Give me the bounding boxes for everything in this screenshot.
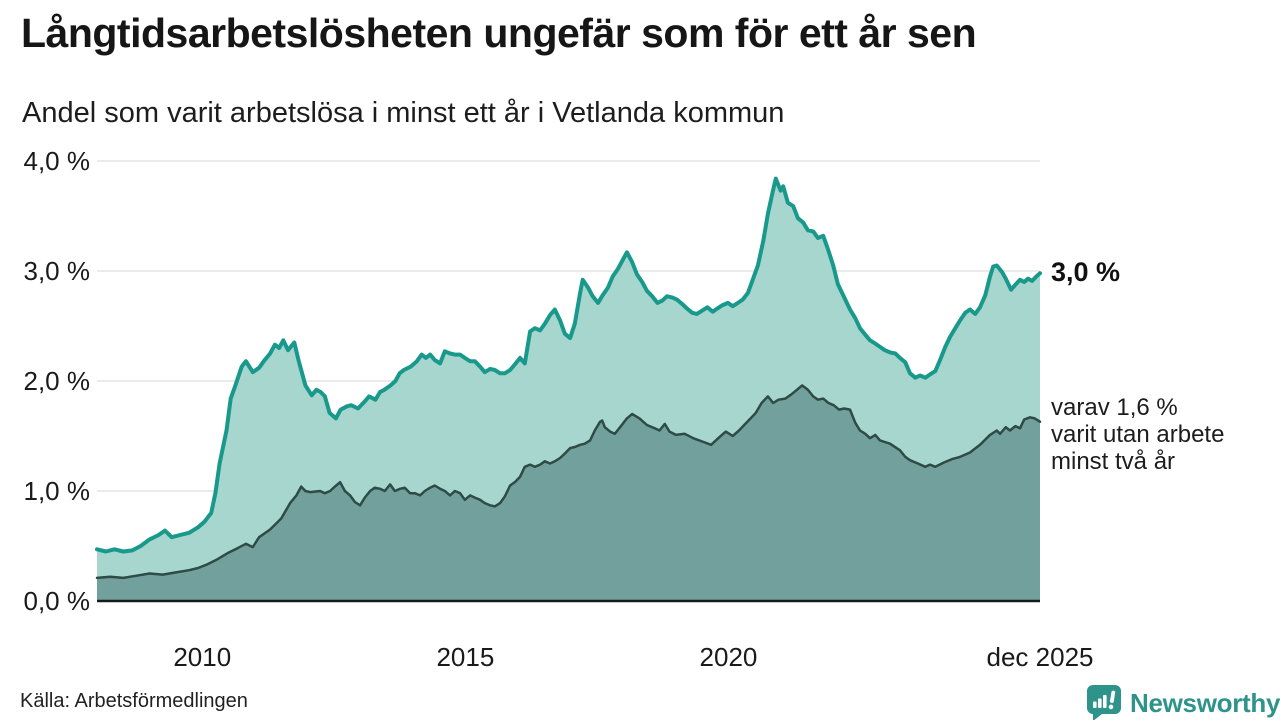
x-axis-label: 2010: [173, 642, 231, 672]
y-axis-label: 0,0 %: [24, 586, 91, 616]
x-axis-label: 2015: [436, 642, 494, 672]
annotation-line-1: varav 1,6 %: [1051, 394, 1178, 421]
annotation-line-2: varit utan arbete: [1051, 421, 1225, 448]
x-axis-label: 2020: [700, 642, 758, 672]
series-line-minst-tva-ar: [95, 384, 1042, 580]
newsworthy-logo: Newsworthy: [1086, 684, 1280, 720]
series-end-value-label: 3,0 %: [1051, 257, 1121, 287]
chart-subtitle: Andel som varit arbetslösa i minst ett å…: [22, 97, 785, 129]
y-axis-label: 2,0 %: [24, 366, 91, 396]
series-area-minst-tva-ar: [97, 385, 1040, 601]
source-credit: Källa: Arbetsförmedlingen: [20, 690, 248, 712]
x-axis-label: dec 2025: [987, 642, 1094, 672]
y-axis-label: 1,0 %: [24, 476, 91, 506]
page-title: Långtidsarbetslösheten ungefär som för e…: [21, 10, 977, 56]
annotation-line-3: minst två år: [1051, 448, 1176, 475]
newsworthy-wordmark: Newsworthy: [1130, 687, 1280, 718]
y-axis-label: 3,0 %: [24, 256, 91, 286]
y-axis-label: 4,0 %: [24, 146, 91, 176]
secondary-series-annotation: varav 1,6 % varit utan arbete minst två …: [1051, 394, 1224, 475]
series-line-minst-ett-ar: [95, 176, 1042, 554]
newsworthy-logo-icon: [1087, 685, 1121, 720]
